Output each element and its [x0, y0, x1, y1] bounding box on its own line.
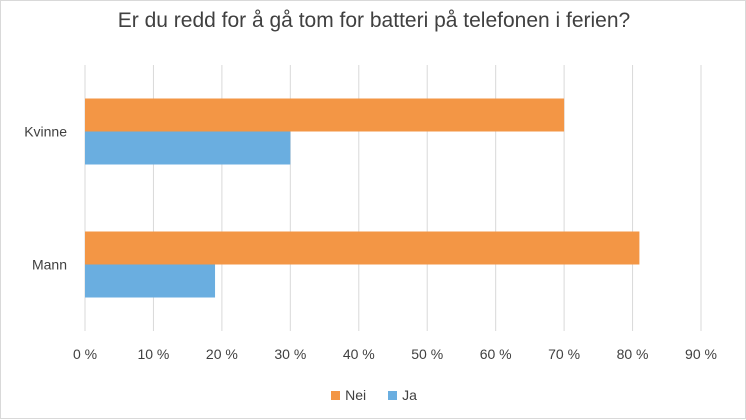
x-tick-label: 0 % [73, 346, 97, 362]
bar-nei-mann [85, 231, 640, 265]
x-tick-label: 60 % [480, 346, 512, 362]
x-tick-label: 80 % [617, 346, 649, 362]
bar-ja-mann [85, 264, 216, 298]
bar-nei-kvinne [85, 98, 565, 132]
legend-swatch [331, 390, 341, 400]
legend-label: Nei [345, 387, 367, 403]
x-tick-label: 50 % [411, 346, 443, 362]
chart-title: Er du redd for å gå tom for batteri på t… [117, 9, 631, 32]
legend-swatch [388, 390, 398, 400]
x-tick-label: 40 % [343, 346, 375, 362]
x-tick-label: 30 % [274, 346, 306, 362]
bar-ja-kvinne [85, 131, 291, 165]
legend-item: Nei [331, 387, 366, 403]
y-category-label: Kvinne [24, 124, 67, 140]
y-category-label: Mann [32, 257, 67, 273]
chart-legend: Nei Ja [1, 387, 746, 403]
legend-label: Ja [402, 387, 417, 403]
x-tick-label: 20 % [206, 346, 238, 362]
x-tick-label: 10 % [137, 346, 169, 362]
x-tick-label: 70 % [548, 346, 580, 362]
x-tick-label: 90 % [685, 346, 717, 362]
legend-item: Ja [388, 387, 417, 403]
